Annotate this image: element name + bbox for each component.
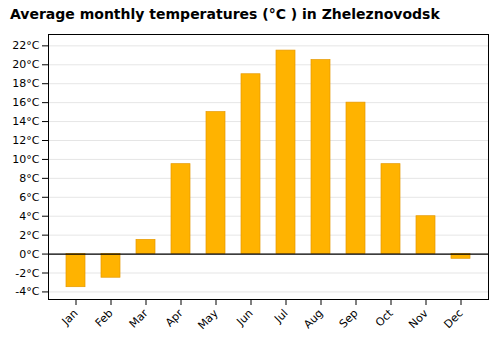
svg-text:18°C: 18°C [12,77,39,90]
svg-text:-2°C: -2°C [15,267,39,280]
svg-text:Jan: Jan [59,307,81,329]
svg-text:Mar: Mar [127,306,151,330]
svg-text:10°C: 10°C [12,153,39,166]
svg-text:Oct: Oct [373,306,396,329]
svg-text:6°C: 6°C [19,191,39,204]
svg-text:Apr: Apr [163,306,186,329]
svg-text:Aug: Aug [301,307,325,331]
svg-text:Sep: Sep [337,307,361,331]
svg-text:14°C: 14°C [12,115,39,128]
html-text:Average monthly temperatures (: Average monthly temperatures (°C ) in Zh… [10,6,440,22]
svg-text:16°C: 16°C [12,96,39,109]
svg-text:Dec: Dec [441,307,465,331]
svg-text:22°C: 22°C [12,39,39,52]
svg-text:-4°C: -4°C [15,285,39,298]
svg-text:0°C: 0°C [19,248,39,261]
svg-text:May: May [195,306,221,332]
svg-text:12°C: 12°C [12,134,39,147]
svg-text:Feb: Feb [93,307,116,330]
svg-text:Jul: Jul [271,307,290,326]
svg-text:Jun: Jun [234,307,256,329]
svg-text:8°C: 8°C [19,172,39,185]
svg-text:2°C: 2°C [19,229,39,242]
svg-text:20°C: 20°C [12,58,39,71]
svg-text:4°C: 4°C [19,210,39,223]
svg-text:Nov: Nov [406,306,431,331]
